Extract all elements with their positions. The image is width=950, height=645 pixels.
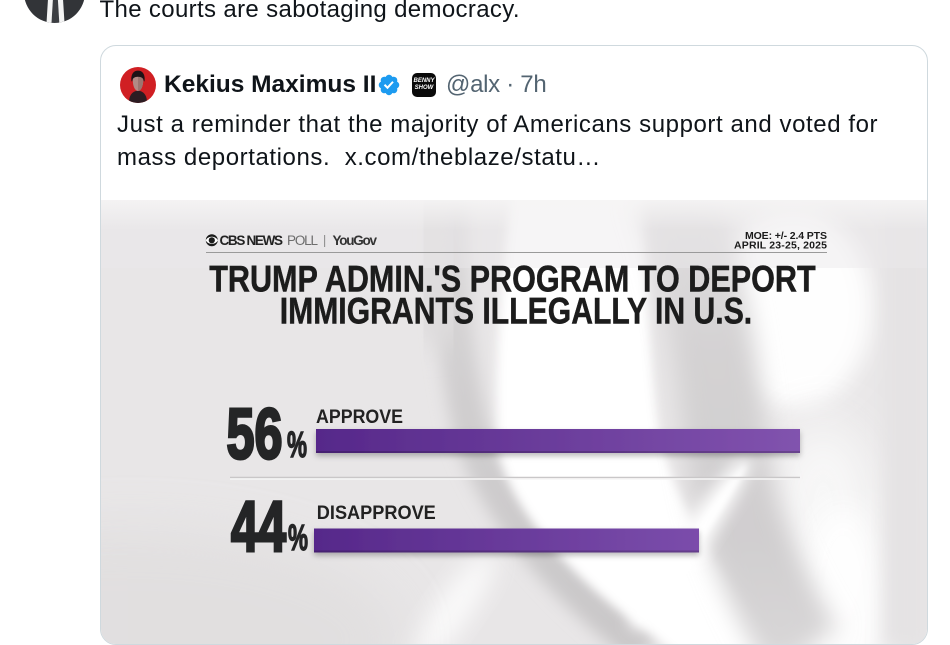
svg-text:44: 44 <box>231 488 286 567</box>
svg-text:56: 56 <box>227 395 283 474</box>
svg-text:MOE: +/- 2.4 PTS: MOE: +/- 2.4 PTS <box>745 230 827 242</box>
svg-text:APRIL 23-25, 2025: APRIL 23-25, 2025 <box>734 239 827 251</box>
svg-text:%: % <box>288 517 308 558</box>
svg-text:CBS NEWS: CBS NEWS <box>220 233 284 248</box>
svg-text:DISAPPROVE: DISAPPROVE <box>317 503 436 524</box>
svg-text:IMMIGRANTS ILLEGALLY IN U.S.: IMMIGRANTS ILLEGALLY IN U.S. <box>280 290 753 331</box>
svg-text:|: | <box>323 234 326 248</box>
svg-text:TRUMP ADMIN.'S PROGRAM TO DEPO: TRUMP ADMIN.'S PROGRAM TO DEPORT <box>209 259 816 300</box>
svg-text:POLL: POLL <box>287 233 318 248</box>
svg-text:YouGov: YouGov <box>333 233 378 248</box>
svg-text:APPROVE: APPROVE <box>316 407 403 428</box>
svg-text:%: % <box>287 424 307 465</box>
